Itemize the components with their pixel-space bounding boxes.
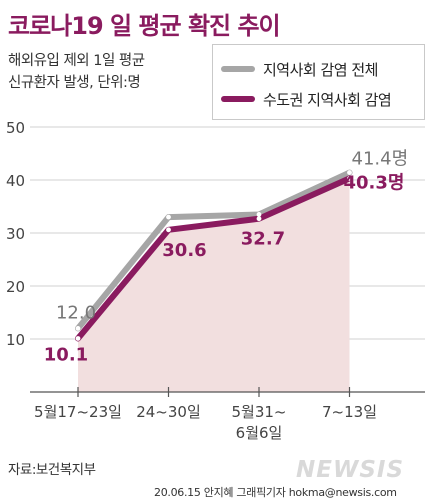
y-tick-label-10: 10 [6, 331, 25, 349]
chart-area [78, 178, 350, 392]
legend-label-capital: 수도권 지역사회 감염 [263, 90, 392, 109]
point-national-1 [166, 214, 171, 220]
chart-subtitle: 해외유입 제외 1일 평균 신규환자 발생, 단위:명 [8, 50, 145, 94]
point-national-3 [347, 170, 352, 175]
x-tick-label-1: 24~30일 [136, 403, 201, 421]
data-label-national-3: 41.4명 [352, 149, 409, 170]
point-capital-2 [256, 216, 262, 222]
chart-labels: 12.0 41.4명 10.1 30.6 32.7 40.3명 [44, 149, 408, 366]
legend: 지역사회 감염 전체 수도권 지역사회 감염 [212, 44, 425, 120]
x-tick-label-0: 5월17~23일 [34, 403, 122, 421]
x-axis: 5월17~23일 24~30일 5월31~ 6월6일 7~13일 [30, 387, 425, 442]
data-label-capital-2: 32.7 [241, 229, 285, 250]
chart-title: 코로나19 일 평균 확진 추이 [8, 12, 281, 40]
watermark-logo: NEWSIS [296, 457, 405, 483]
data-label-capital-1: 30.6 [162, 240, 206, 261]
x-tick-label-3: 7~13일 [322, 403, 377, 421]
chart-lines [75, 169, 353, 342]
source-note: 자료:보건복지부 [8, 462, 96, 478]
subtitle-line-2: 신규환자 발생, 단위:명 [8, 75, 141, 91]
line-capital [75, 175, 353, 342]
y-tick-label-50: 50 [6, 119, 25, 137]
legend-swatch-capital [221, 96, 255, 102]
point-capital-1 [166, 227, 171, 233]
line-national [75, 169, 353, 332]
y-tick-label-40: 40 [6, 172, 25, 190]
credit-line: 20.06.15 안지혜 그래픽기자 hokma@newsis.com [154, 486, 397, 499]
data-label-capital-0: 10.1 [44, 344, 88, 365]
area-fill-capital [78, 178, 350, 392]
x-tick-label-2: 5월31~ 6월6일 [232, 403, 287, 442]
data-label-capital-3: 40.3명 [344, 172, 405, 193]
point-capital-0 [75, 336, 81, 341]
legend-item-capital: 수도권 지역사회 감염 [221, 89, 392, 109]
legend-item-national: 지역사회 감염 전체 [221, 59, 378, 79]
y-tick-label-30: 30 [6, 225, 25, 243]
point-national-0 [75, 326, 81, 331]
point-capital-3 [347, 176, 352, 181]
data-label-national-0: 12.0 [56, 302, 96, 323]
point-national-2 [256, 212, 262, 217]
legend-swatch-national [221, 66, 255, 72]
y-axis: 10 20 30 40 50 [6, 119, 25, 349]
legend-label-national: 지역사회 감염 전체 [263, 60, 378, 79]
subtitle-line-1: 해외유입 제외 1일 평균 [8, 53, 145, 69]
y-tick-label-20: 20 [6, 278, 25, 296]
